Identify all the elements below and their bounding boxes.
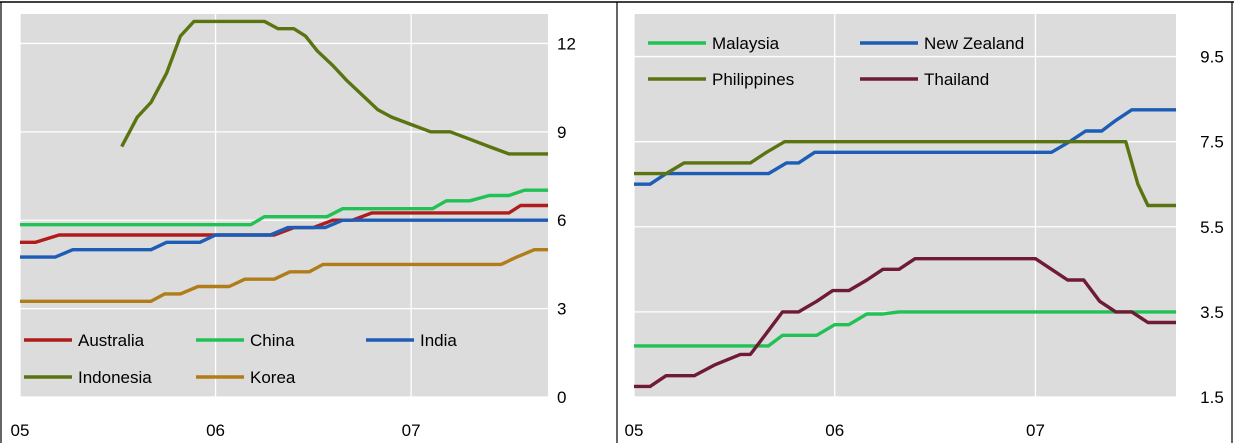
right-chart-y-tick-label: 7.5 xyxy=(1200,133,1224,152)
right-chart: 1.5 3.5 5.5 7.5 9.5 05 06 07 Malaysia New Zeala… xyxy=(625,14,1224,440)
left-chart-grid xyxy=(19,14,548,398)
right-chart-legend-label-philippines: Philippines xyxy=(712,70,794,89)
left-chart-plot-area xyxy=(20,14,548,397)
left-chart-legend-label-korea: Korea xyxy=(250,368,296,387)
right-chart-y-tick-label: 5.5 xyxy=(1200,218,1224,237)
left-chart-x-tick-label: 07 xyxy=(402,421,421,440)
left-chart-y-tick-label: 9 xyxy=(557,123,566,142)
left-chart-series-line-india xyxy=(20,218,548,259)
left-chart-y-tick-label: 3 xyxy=(557,300,566,319)
left-chart-y-tick-label: 6 xyxy=(557,211,566,230)
right-chart-series-line-philippines xyxy=(634,139,1176,208)
left-chart-x-ticks: 05 06 07 xyxy=(11,421,421,440)
left-chart-legend-label-indonesia: Indonesia xyxy=(78,368,152,387)
right-chart-legend-label-new-zealand: New Zealand xyxy=(924,34,1024,53)
right-chart-y-tick-label: 9.5 xyxy=(1200,48,1224,67)
left-chart-series-line-china xyxy=(20,188,548,227)
right-chart-series-line-malaysia xyxy=(634,310,1176,348)
left-chart-y-tick-label: 12 xyxy=(557,34,576,53)
right-chart-y-tick-label: 3.5 xyxy=(1200,303,1224,322)
right-chart-x-tick-label: 05 xyxy=(625,421,644,440)
left-chart-series-line-australia xyxy=(20,203,548,245)
right-chart-x-tick-label: 07 xyxy=(1026,421,1045,440)
right-chart-y-tick-label: 1.5 xyxy=(1200,388,1224,407)
right-chart-legend: Malaysia New Zealand Philippines Thailand xyxy=(648,34,1024,89)
left-chart-legend-label-india: India xyxy=(420,331,457,350)
right-chart-legend-label-malaysia: Malaysia xyxy=(712,34,780,53)
left-chart-series-line-indonesia xyxy=(120,19,548,156)
left-chart-legend: Australia China India Indonesia Korea xyxy=(24,331,457,387)
right-chart-x-tick-label: 06 xyxy=(825,421,844,440)
left-chart-x-tick-label: 05 xyxy=(11,421,30,440)
right-chart-series-line-thailand xyxy=(634,257,1176,389)
left-chart-x-tick-label: 06 xyxy=(206,421,225,440)
left-chart-series xyxy=(20,19,548,303)
left-chart-series-line-korea xyxy=(20,247,548,303)
right-chart-grid xyxy=(633,14,1176,398)
right-chart-series xyxy=(634,108,1176,389)
left-chart-legend-label-china: China xyxy=(250,331,295,350)
right-chart-y-ticks: 1.5 3.5 5.5 7.5 9.5 xyxy=(1200,48,1224,407)
right-chart-series-line-new-zealand xyxy=(634,108,1176,186)
left-chart-y-ticks: 0 3 6 9 12 xyxy=(557,34,576,407)
left-chart: 0 3 6 9 12 05 06 07 Australia China India Indones… xyxy=(11,14,576,440)
right-chart-x-ticks: 05 06 07 xyxy=(625,421,1045,440)
right-chart-legend-label-thailand: Thailand xyxy=(924,70,989,89)
left-chart-y-tick-label: 0 xyxy=(557,388,566,407)
left-chart-legend-label-australia: Australia xyxy=(78,331,145,350)
